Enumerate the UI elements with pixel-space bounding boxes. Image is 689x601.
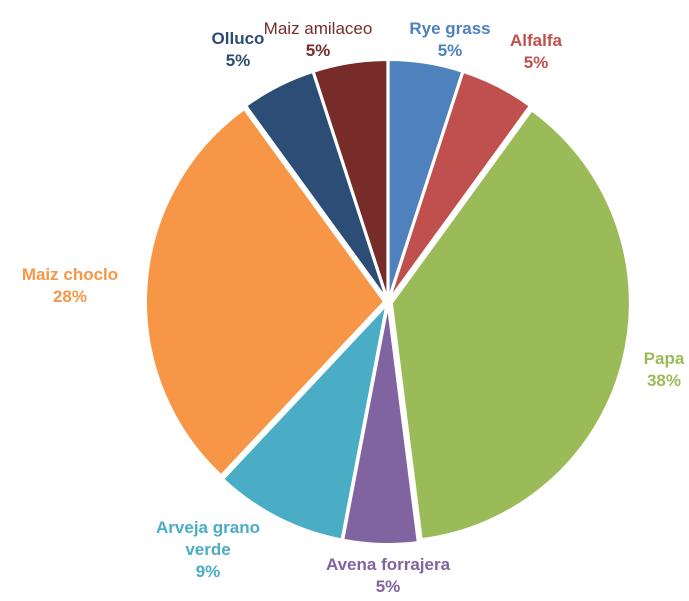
- slice-name: Maiz amilaceo: [263, 19, 373, 38]
- pie-slice: [312, 59, 389, 299]
- pie-slice: [390, 109, 631, 541]
- slice-percent: 5%: [437, 41, 463, 60]
- slice-percent: 5%: [375, 577, 401, 596]
- slice-name: Arveja grano verde: [156, 518, 260, 559]
- slice-label: Maiz amilaceo 5%: [264, 18, 373, 62]
- pie-slice: [388, 70, 532, 300]
- pie-slice: [221, 302, 388, 541]
- slice-percent: 5%: [305, 41, 331, 60]
- slice-percent: 5%: [225, 51, 251, 70]
- slice-label: Maiz choclo 28%: [22, 264, 118, 308]
- slice-label: Olluco 5%: [212, 28, 265, 72]
- slice-label: Avena forrajera 5%: [326, 554, 450, 598]
- slice-label: Rye grass 5%: [409, 18, 490, 62]
- slice-percent: 38%: [646, 371, 682, 390]
- slice-percent: 28%: [52, 287, 88, 306]
- pie-slice: [244, 70, 388, 300]
- slice-name: Rye grass: [409, 19, 491, 38]
- pie-slice: [342, 305, 419, 545]
- slice-label: Arveja grano verde 9%: [141, 517, 276, 583]
- pie-slice: [387, 59, 464, 299]
- slice-percent: 5%: [523, 53, 549, 72]
- slice-name: Alfalfa: [510, 31, 562, 50]
- slice-label: Papa 38%: [644, 348, 685, 392]
- slice-name: Papa: [643, 349, 685, 368]
- slice-name: Avena forrajera: [325, 555, 451, 574]
- slice-name: Maiz choclo: [21, 265, 119, 284]
- slice-label: Alfalfa 5%: [510, 30, 562, 74]
- slice-percent: 9%: [195, 562, 221, 581]
- pie-slice: [145, 107, 386, 477]
- slice-name: Olluco: [211, 29, 265, 48]
